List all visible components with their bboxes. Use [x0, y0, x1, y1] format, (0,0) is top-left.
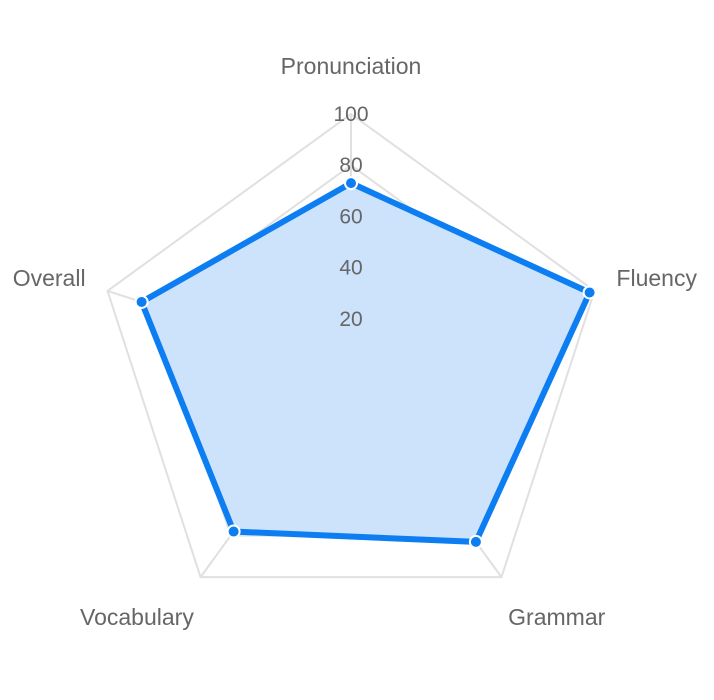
tick-label-layer: 20 40 60 80 100: [333, 103, 368, 331]
tick-label-100: 100: [333, 103, 368, 126]
tick-label-80: 80: [339, 154, 362, 177]
data-point-fluency[interactable]: [582, 285, 597, 300]
data-point-overall[interactable]: [134, 294, 149, 309]
axis-label-pronunciation: Pronunciation: [281, 53, 422, 79]
tick-label-40: 40: [339, 257, 362, 280]
axis-label-overall: Overall: [13, 265, 86, 291]
data-point-pronunciation[interactable]: [344, 176, 358, 191]
data-point-vocabulary[interactable]: [226, 524, 241, 539]
series-layer: [134, 176, 597, 549]
axis-label-grammar: Grammar: [508, 604, 605, 630]
grid-ring-100: [106, 112, 596, 579]
tick-label-20: 20: [339, 308, 362, 331]
axis-label-fluency: Fluency: [616, 265, 697, 291]
axis-label-layer: Pronunciation Fluency Grammar Vocabulary Ove…: [13, 53, 698, 630]
series-area: [137, 179, 594, 545]
data-point-grammar[interactable]: [468, 534, 483, 549]
axis-label-vocabulary: Vocabulary: [80, 604, 194, 630]
tick-label-60: 60: [339, 205, 362, 228]
